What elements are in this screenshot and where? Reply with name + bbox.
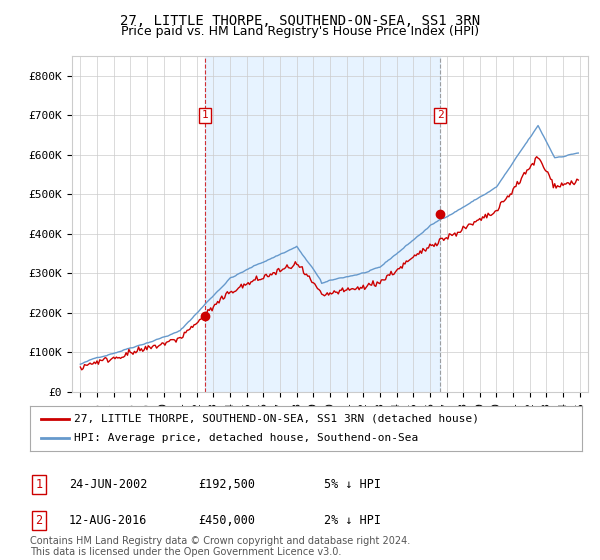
Text: £450,000: £450,000 — [198, 514, 255, 528]
Text: HPI: Average price, detached house, Southend-on-Sea: HPI: Average price, detached house, Sout… — [74, 433, 418, 444]
Text: 27, LITTLE THORPE, SOUTHEND-ON-SEA, SS1 3RN (detached house): 27, LITTLE THORPE, SOUTHEND-ON-SEA, SS1 … — [74, 413, 479, 423]
Text: Contains HM Land Registry data © Crown copyright and database right 2024.
This d: Contains HM Land Registry data © Crown c… — [30, 535, 410, 557]
Text: 2: 2 — [437, 110, 443, 120]
Text: 1: 1 — [202, 110, 208, 120]
Text: 5% ↓ HPI: 5% ↓ HPI — [324, 478, 381, 491]
Text: 2: 2 — [35, 514, 43, 528]
Text: 27, LITTLE THORPE, SOUTHEND-ON-SEA, SS1 3RN: 27, LITTLE THORPE, SOUTHEND-ON-SEA, SS1 … — [120, 14, 480, 28]
Text: 1: 1 — [35, 478, 43, 491]
Text: Price paid vs. HM Land Registry's House Price Index (HPI): Price paid vs. HM Land Registry's House … — [121, 25, 479, 38]
Text: 2% ↓ HPI: 2% ↓ HPI — [324, 514, 381, 528]
Text: 12-AUG-2016: 12-AUG-2016 — [69, 514, 148, 528]
Text: £192,500: £192,500 — [198, 478, 255, 491]
Bar — [205, 56, 440, 392]
Text: 24-JUN-2002: 24-JUN-2002 — [69, 478, 148, 491]
